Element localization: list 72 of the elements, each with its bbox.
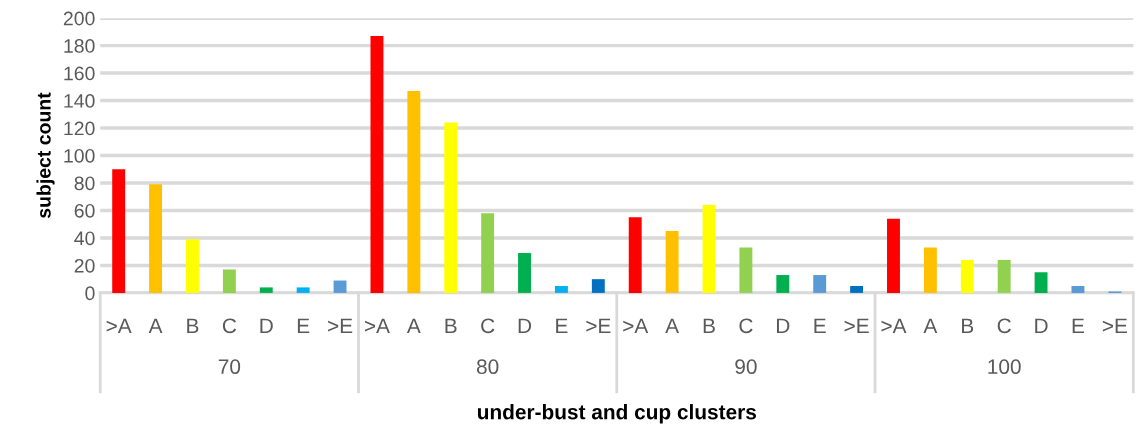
bar <box>259 287 273 293</box>
bar <box>333 280 347 293</box>
bar <box>776 275 790 293</box>
bar <box>665 231 679 293</box>
bar <box>702 204 716 293</box>
x-axis-title: under-bust and cup clusters <box>478 404 756 424</box>
x-tick-label: D <box>1035 318 1048 333</box>
y-tick-label: 100 <box>64 148 95 163</box>
x-tick-label: >E <box>844 318 869 333</box>
x-tick-label: >A <box>881 318 907 333</box>
y-axis-title: subject count <box>36 92 55 219</box>
x-tick-label: D <box>518 318 532 333</box>
bar <box>149 184 163 293</box>
x-tick-label: B <box>703 318 715 333</box>
x-tick-label: A <box>148 318 163 333</box>
bar <box>186 239 199 293</box>
y-tick-label: 160 <box>64 66 95 81</box>
y-tick-label: 40 <box>74 231 95 246</box>
y-tick-label: 140 <box>64 94 95 108</box>
text: 80 <box>476 359 499 375</box>
bar <box>887 218 900 293</box>
bar <box>628 217 642 293</box>
x-tick-label: B <box>962 318 974 333</box>
x-tick-label: E <box>556 318 568 333</box>
bar <box>554 286 568 293</box>
x-tick-label: C <box>739 318 753 334</box>
bar <box>591 279 605 293</box>
bar <box>296 287 310 293</box>
bar <box>813 275 827 293</box>
bar <box>444 122 458 293</box>
bar <box>1034 272 1048 293</box>
bar <box>739 247 753 293</box>
x-tick-label: A <box>665 318 680 333</box>
x-tick-label: B <box>187 318 199 333</box>
x-tick-label: C <box>997 318 1011 334</box>
x-tick-label: E <box>297 318 310 333</box>
x-tick-label: E <box>1072 318 1085 333</box>
bar <box>481 213 495 293</box>
bar <box>1071 286 1085 293</box>
bar <box>370 36 384 293</box>
text: 100 <box>988 359 1021 375</box>
x-tick-label: C <box>481 318 495 334</box>
bar <box>960 259 974 293</box>
text: 90 <box>735 359 757 375</box>
bar <box>923 247 937 293</box>
text: 70 <box>218 359 241 375</box>
x-tick-label: E <box>814 318 826 333</box>
bar <box>997 259 1011 293</box>
x-tick-label: D <box>776 318 790 333</box>
y-tick-label: 20 <box>74 258 95 273</box>
x-tick-label: >A <box>623 318 649 333</box>
x-tick-label: D <box>260 318 273 333</box>
y-tick-label: 200 <box>63 11 95 26</box>
x-tick-label: >A <box>364 318 390 333</box>
x-tick-label: B <box>445 318 457 333</box>
y-tick-label: 120 <box>64 121 95 136</box>
x-tick-label: A <box>923 318 938 333</box>
y-tick-label: 80 <box>74 176 95 191</box>
bar <box>407 90 421 293</box>
x-tick-label: >E <box>328 318 353 333</box>
bar <box>518 253 531 293</box>
bar <box>850 286 864 293</box>
bar <box>222 269 236 293</box>
x-tick-label: >E <box>586 318 611 333</box>
x-tick-label: >A <box>106 318 132 333</box>
y-tick-label: 60 <box>74 203 95 218</box>
x-tick-label: A <box>406 318 421 333</box>
x-tick-label: >E <box>1102 318 1127 333</box>
y-tick-label: 0 <box>85 286 95 301</box>
bar <box>112 169 126 293</box>
y-tick-label: 180 <box>64 39 95 53</box>
x-tick-label: C <box>222 318 237 334</box>
